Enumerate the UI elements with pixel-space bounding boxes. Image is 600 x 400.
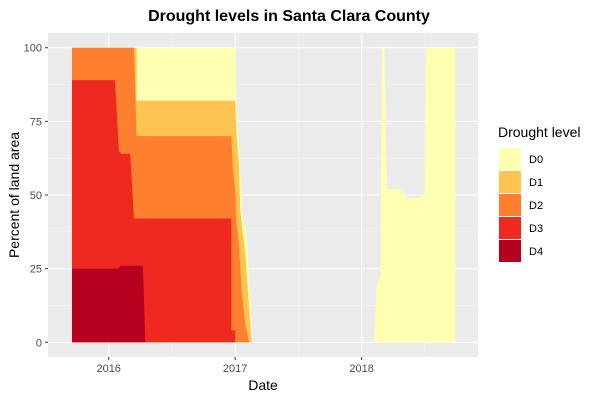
legend-item-d2: D2: [499, 194, 543, 216]
legend-key-d3: [499, 217, 521, 239]
y-tick-label: 0: [36, 337, 42, 349]
x-axis: 2016 2017 2018: [96, 363, 373, 375]
legend-key-d1: [499, 171, 521, 193]
legend-label-d0: D0: [529, 154, 543, 166]
legend-title: Drought level: [498, 124, 581, 140]
x-tick-label: 2018: [349, 363, 373, 375]
y-tick-label: 25: [30, 264, 42, 276]
y-tick-label: 75: [30, 116, 42, 128]
area-d4: [72, 265, 146, 343]
y-tick-label: 50: [30, 190, 42, 202]
legend-label-d3: D3: [529, 223, 543, 235]
legend-item-d1: D1: [499, 171, 543, 193]
legend-label-d2: D2: [529, 200, 543, 212]
x-axis-title: Date: [248, 377, 278, 393]
axis-tick-marks: [45, 47, 363, 360]
legend-item-d0: D0: [499, 148, 543, 170]
x-tick-label: 2017: [223, 363, 247, 375]
y-axis-title: Percent of land area: [6, 132, 22, 258]
legend-label-d4: D4: [529, 246, 543, 258]
legend-label-d1: D1: [529, 177, 543, 189]
legend-key-d0: [499, 148, 521, 170]
legend: Drought level D0 D1 D2 D3 D4: [498, 124, 581, 262]
y-axis: 0 25 50 75 100: [24, 43, 42, 350]
y-tick-label: 100: [24, 43, 42, 55]
legend-key-d2: [499, 194, 521, 216]
area-layers: [72, 47, 456, 343]
legend-key-d4: [499, 240, 521, 262]
legend-item-d4: D4: [499, 240, 543, 262]
legend-item-d3: D3: [499, 217, 543, 239]
x-tick-label: 2016: [96, 363, 120, 375]
chart-title: Drought levels in Santa Clara County: [148, 8, 430, 25]
